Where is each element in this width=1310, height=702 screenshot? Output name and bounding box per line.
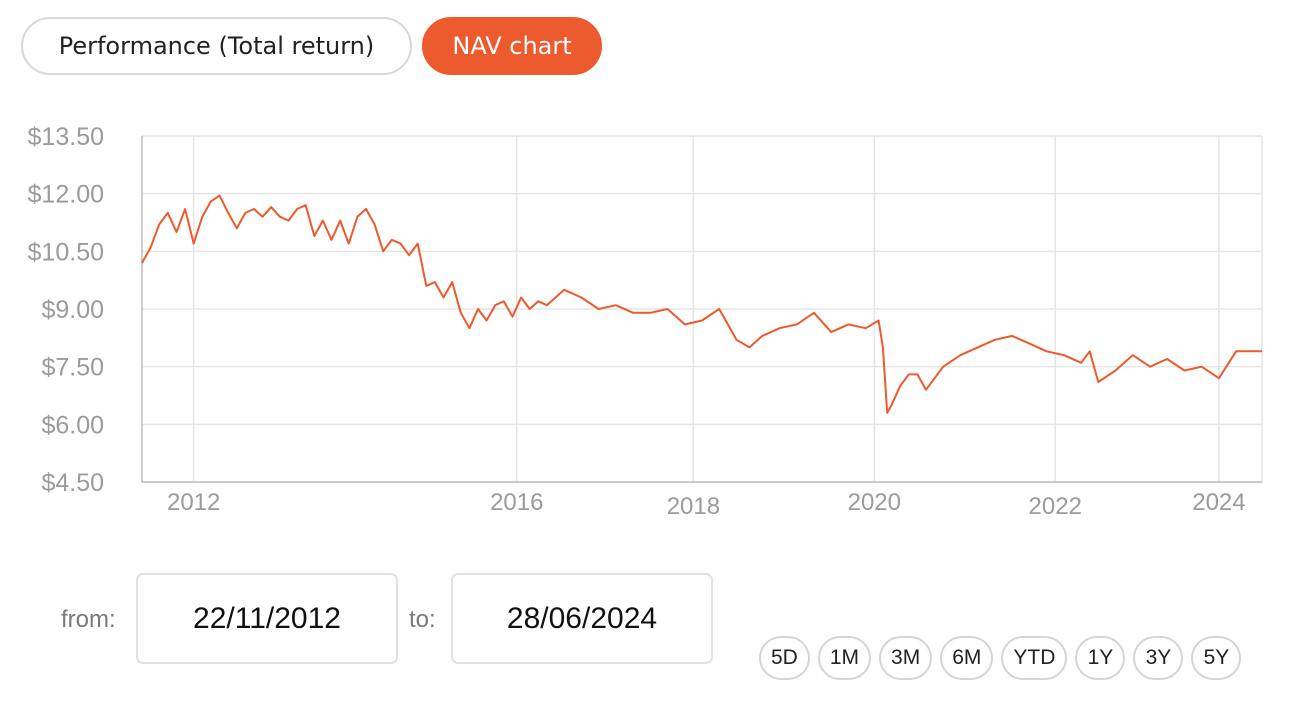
period-button-1y[interactable]: 1Y	[1075, 636, 1126, 680]
y-tick-label: $7.50	[41, 354, 104, 382]
x-tick-label: 2012	[167, 489, 220, 516]
x-tick-label: 2018	[667, 493, 720, 520]
y-tick-label: $9.00	[41, 296, 104, 324]
chart-tabs: Performance (Total return) NAV chart	[21, 17, 602, 75]
period-button-5y[interactable]: 5Y	[1191, 636, 1242, 680]
y-tick-label: $10.50	[28, 238, 104, 266]
from-label: from:	[61, 606, 116, 633]
y-tick-label: $4.50	[41, 469, 104, 497]
y-tick-label: $6.00	[41, 411, 104, 439]
x-tick-label: 2024	[1192, 489, 1245, 516]
period-button-6m[interactable]: 6M	[940, 636, 994, 680]
period-button-ytd[interactable]: YTD	[1001, 636, 1068, 680]
period-buttons: 5D 1M 3M 6M YTD 1Y 3Y 5Y	[759, 636, 1242, 680]
period-button-3m[interactable]: 3M	[879, 636, 933, 680]
tab-performance[interactable]: Performance (Total return)	[21, 17, 412, 75]
from-date-input[interactable]: 22/11/2012	[136, 573, 398, 664]
to-date-input[interactable]: 28/06/2024	[451, 573, 713, 664]
period-button-5d[interactable]: 5D	[759, 636, 810, 680]
period-button-3y[interactable]: 3Y	[1133, 636, 1184, 680]
x-tick-label: 2022	[1029, 493, 1082, 520]
x-tick-label: 2020	[848, 489, 901, 516]
tab-nav-chart[interactable]: NAV chart	[422, 17, 602, 75]
nav-series-line	[141, 194, 1262, 414]
y-tick-label: $12.00	[28, 181, 104, 209]
period-button-1m[interactable]: 1M	[817, 636, 872, 680]
to-label: to:	[409, 606, 436, 633]
x-tick-label: 2016	[490, 489, 543, 516]
y-tick-label: $13.50	[28, 123, 104, 151]
nav-line-chart: $4.50 $6.00 $7.50 $9.00 $10.50 $12.00 $13.50 20…	[28, 123, 1263, 520]
